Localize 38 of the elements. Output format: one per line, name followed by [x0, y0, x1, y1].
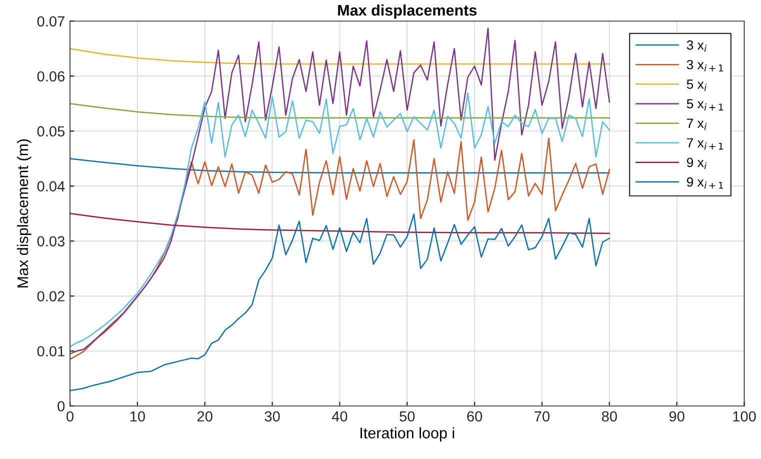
line-series — [70, 158, 610, 174]
x-tick-label: 90 — [669, 411, 684, 422]
legend-label: 3 x$_{i+1}$ — [686, 60, 723, 72]
x-tick-label: 10 — [130, 411, 145, 422]
legend-label: 5 x$_{i}$ — [686, 80, 707, 91]
y-axis-title: Max displacement (m) — [16, 139, 32, 288]
line-series — [70, 28, 610, 354]
x-tick-label: 40 — [332, 411, 348, 422]
x-tick-label: 100 — [733, 411, 756, 422]
x-tick-label: 60 — [467, 411, 482, 422]
y-tick-label: 0.05 — [37, 126, 65, 137]
y-tick-label: 0.02 — [37, 291, 64, 302]
legend-label: 7 x$_{i}$ — [686, 118, 707, 130]
line-series — [70, 48, 610, 65]
y-tick-label: 0.03 — [37, 236, 65, 246]
x-axis-title: Iteration loop i — [360, 427, 454, 442]
line-series — [70, 92, 610, 348]
y-tick-label: 0.06 — [37, 71, 65, 82]
line-series — [70, 213, 610, 392]
y-tick-label: 0.07 — [37, 16, 64, 27]
x-tick-label: 50 — [400, 411, 415, 422]
x-tick-label: 80 — [602, 411, 617, 422]
x-tick-label: 70 — [534, 411, 550, 422]
legend-label: 9 x$_{i}$ — [686, 158, 707, 170]
legend-label: 7 x$_{i+1}$ — [686, 138, 723, 150]
x-tick-label: 30 — [264, 411, 280, 422]
line-series — [70, 102, 610, 119]
x-tick-label: 20 — [197, 411, 212, 422]
legend-label: 5 x$_{i+1}$ — [686, 99, 723, 110]
y-tick-label: 0.04 — [37, 181, 65, 192]
line-series — [70, 212, 610, 234]
y-tick-label: 0 — [58, 401, 65, 412]
chart-title: Max displacements — [338, 4, 477, 19]
line-series — [70, 138, 610, 360]
legend-label: 3 x$_{i}$ — [686, 40, 707, 52]
legend-label: 9 x$_{i+1}$ — [686, 177, 723, 189]
y-tick-label: 0.01 — [37, 346, 64, 356]
x-tick-label: 0 — [66, 411, 74, 422]
